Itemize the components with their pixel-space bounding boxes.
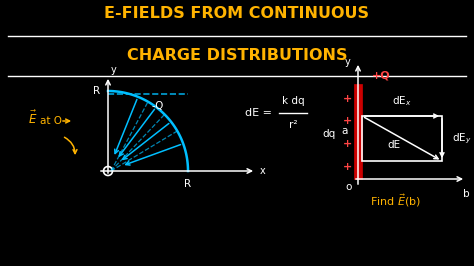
Text: E-FIELDS FROM CONTINUOUS: E-FIELDS FROM CONTINUOUS [104, 6, 370, 22]
Text: +Q: +Q [372, 71, 391, 81]
Text: r²: r² [289, 120, 297, 130]
Text: k dq: k dq [282, 96, 304, 106]
Text: R: R [184, 179, 191, 189]
Text: dE$_x$: dE$_x$ [392, 94, 412, 108]
Text: dE =: dE = [245, 108, 272, 118]
Text: dq: dq [323, 129, 336, 139]
Text: -Q: -Q [152, 101, 164, 111]
Text: y: y [344, 57, 350, 67]
Text: CHARGE DISTRIBUTIONS: CHARGE DISTRIBUTIONS [127, 48, 347, 64]
Text: b: b [463, 189, 469, 199]
Text: +: + [343, 94, 353, 104]
Text: +: + [343, 139, 353, 149]
Bar [354, 84, 362, 179]
Bar [362, 116, 442, 161]
Text: dE$_y$: dE$_y$ [452, 132, 472, 146]
Text: dE: dE [387, 140, 401, 150]
Text: $\vec{E}$: $\vec{E}$ [28, 110, 37, 127]
Text: +: + [343, 116, 353, 126]
Text: a: a [342, 126, 348, 136]
Text: x: x [260, 166, 266, 176]
Text: Find $\vec{E}$(b): Find $\vec{E}$(b) [371, 193, 421, 209]
Text: R: R [93, 86, 100, 96]
Text: o: o [346, 182, 352, 192]
Text: y: y [111, 65, 117, 75]
Text: +: + [343, 162, 353, 172]
Text: at O: at O [40, 116, 62, 126]
